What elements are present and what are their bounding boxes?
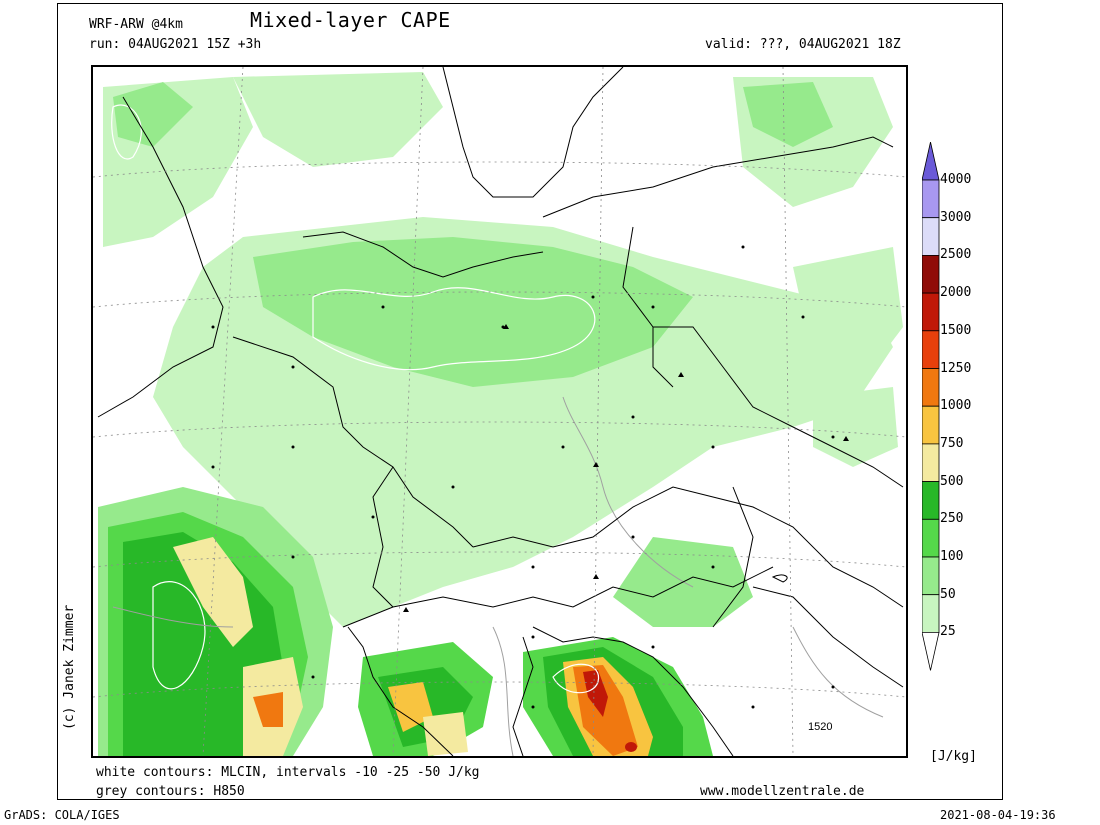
colorbar-box-50 <box>922 556 940 596</box>
colorbar-arrow-top <box>922 142 940 181</box>
run-label: run: 04AUG2021 15Z +3h <box>89 37 262 52</box>
colorbar-label: 2000 <box>940 285 972 301</box>
cape-field-adriatic <box>523 637 713 756</box>
colorbar-label: 750 <box>940 435 964 451</box>
mountain-markers <box>403 324 849 612</box>
borders <box>97 67 904 756</box>
website-label: www.modellzentrale.de <box>700 784 865 799</box>
cin-contours <box>111 104 600 694</box>
colorbar-label: 4000 <box>940 172 972 187</box>
colorbar-box-500 <box>922 443 940 482</box>
colorbar-box-100 <box>922 518 940 558</box>
colorbar-label: 250 <box>940 511 964 527</box>
credit-label: (c) Janek Zimmer <box>62 604 77 730</box>
colorbar <box>922 142 940 671</box>
h850-note: grey contours: H850 <box>96 784 245 799</box>
colorbar-box-1250 <box>922 330 940 369</box>
h850-contours <box>112 396 884 756</box>
map-canvas: 1520 <box>93 67 906 756</box>
timestamp-label: 2021-08-04-19:36 <box>940 808 1056 822</box>
colorbar-label: 500 <box>940 473 964 489</box>
colorbar-box-2000 <box>922 255 940 294</box>
colorbar-label: 1000 <box>940 398 972 414</box>
colorbar-box-250 <box>922 481 940 520</box>
chart-frame <box>57 3 1003 800</box>
colorbar-label: 50 <box>940 586 956 602</box>
colorbar-box-1000 <box>922 368 940 407</box>
cape-field-50 <box>113 82 833 627</box>
cape-map: 1520 <box>91 65 908 758</box>
map-title: Mixed-layer CAPE <box>250 8 451 32</box>
valid-label: valid: ???, 04AUG2021 18Z <box>705 37 901 52</box>
colorbar-label: 2500 <box>940 247 972 263</box>
colorbar-label: 3000 <box>940 209 972 225</box>
colorbar-box-2500 <box>922 217 940 256</box>
colorbar-box-3000 <box>922 179 940 219</box>
cape-field-sw <box>98 487 333 756</box>
colorbar-label: 25 <box>940 624 956 640</box>
colorbar-label: 1250 <box>940 360 972 376</box>
unit-label: [J/kg] <box>930 749 977 764</box>
colorbar-arrow-bottom <box>922 632 940 671</box>
colorbar-label: 1500 <box>940 322 972 338</box>
cin-note: white contours: MLCIN, intervals -10 -25… <box>96 765 480 780</box>
graticule <box>93 67 906 756</box>
colorbar-box-750 <box>922 405 940 445</box>
colorbar-box-25 <box>922 594 940 633</box>
city-markers <box>211 245 835 709</box>
grads-label: GrADS: COLA/IGES <box>4 808 120 822</box>
colorbar-box-1500 <box>922 292 940 332</box>
colorbar-label: 100 <box>940 549 964 564</box>
cape-field-italy <box>358 642 493 756</box>
contour-value-label: 1520 <box>808 721 832 733</box>
model-label: WRF-ARW @4km <box>89 17 183 32</box>
